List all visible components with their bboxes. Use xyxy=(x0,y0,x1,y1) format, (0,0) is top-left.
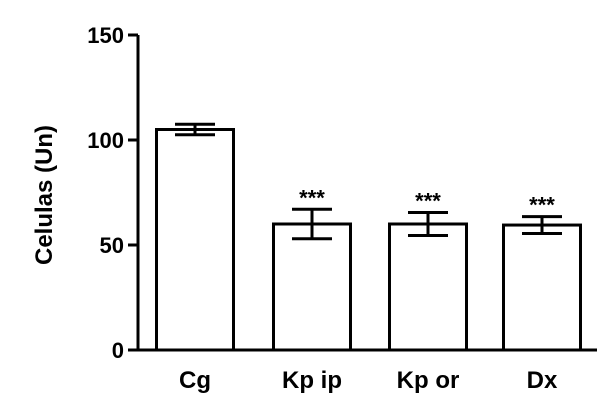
bar xyxy=(388,222,468,352)
bar xyxy=(272,222,352,352)
significance-label: *** xyxy=(299,185,325,210)
bar xyxy=(155,128,235,352)
bar xyxy=(502,223,582,352)
significance-label: *** xyxy=(415,188,441,213)
x-tick-label: Kp ip xyxy=(282,367,342,394)
y-axis-label: Celulas (Un) xyxy=(31,125,58,265)
y-tick-label: 50 xyxy=(100,233,124,258)
x-tick-label: Dx xyxy=(527,367,558,394)
y-tick-label: 100 xyxy=(87,128,124,153)
x-tick-label: Cg xyxy=(179,367,211,394)
y-tick-label: 0 xyxy=(112,338,124,363)
significance-label: *** xyxy=(529,193,555,218)
y-tick-label: 150 xyxy=(87,23,124,48)
x-tick-label: Kp or xyxy=(397,367,460,394)
chart-marks: 0 50 100 150 Cg *** Kp ip *** Kp or *** Dx xyxy=(87,23,597,394)
